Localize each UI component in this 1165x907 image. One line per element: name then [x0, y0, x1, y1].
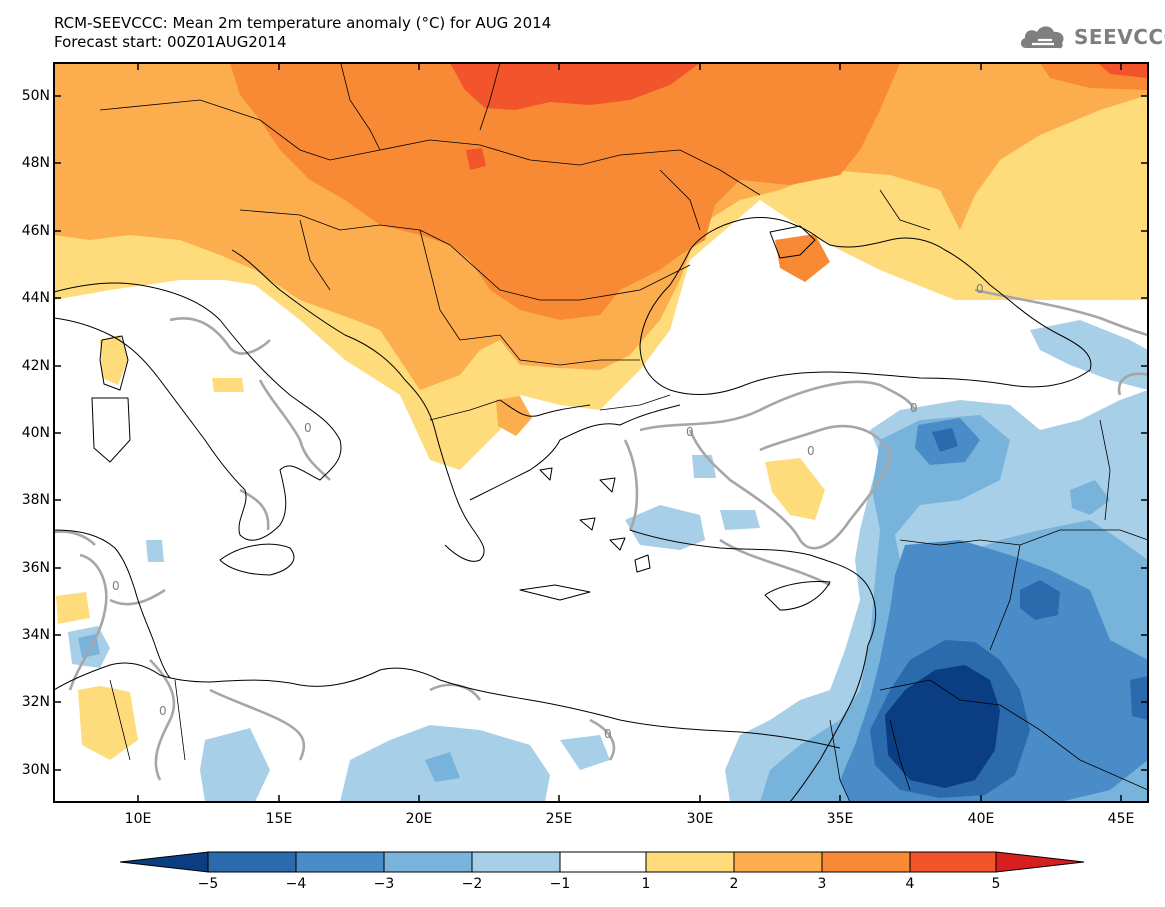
lat-label: 30N [21, 762, 50, 778]
warm-anomaly-4-5-hungary [466, 148, 486, 170]
lat-label: 42N [21, 358, 50, 374]
colorbar [119, 851, 1085, 873]
cold-anomaly-2-3-libya [425, 752, 460, 782]
cold-anomaly-below-5 [885, 665, 1000, 788]
zero-contour-label: 0 [807, 444, 815, 458]
cold-anomaly-1-2-aegean2 [720, 510, 760, 530]
colorbar-swatch [559, 851, 647, 873]
lon-label: 30E [686, 811, 714, 827]
colorbar-label: −1 [549, 876, 571, 892]
lat-label: 32N [21, 694, 50, 710]
colorbar-swatch [909, 851, 997, 873]
zero-contour-label: 0 [159, 704, 167, 718]
colorbar-swatch [383, 851, 473, 873]
warm-anomaly-2-3-greece [496, 396, 532, 436]
zero-contours [54, 288, 1148, 781]
axis-ticks [54, 63, 1148, 802]
zero-contour-label: 0 [112, 579, 120, 593]
cold-anomaly-1-2-aegean [625, 505, 705, 550]
lon-label: 25E [545, 811, 573, 827]
cold-anomaly-4-5-e [1130, 676, 1148, 720]
lon-label: 35E [826, 811, 854, 827]
lat-label: 50N [21, 88, 50, 104]
colorbar-label: 3 [817, 876, 827, 892]
zero-contour-label: 0 [686, 425, 694, 439]
colorbar-label: 1 [641, 876, 651, 892]
zero-contour-label: 0 [304, 421, 312, 435]
colorbar-label: 5 [991, 876, 1001, 892]
lat-label: 48N [21, 155, 50, 171]
cold-anomaly-4-5-n [932, 428, 958, 452]
cold-anomaly-1-2-libya [200, 728, 270, 802]
warm-anomaly-1-2-anatolia [765, 458, 825, 520]
warm-anomaly-4-5 [450, 63, 700, 110]
lon-label: 10E [124, 811, 152, 827]
warm-anomaly-1-2-algeria [78, 686, 138, 760]
warm-anomaly-3-4 [230, 63, 900, 320]
colorbar-label: −2 [461, 876, 483, 892]
colorbar-swatch [645, 851, 735, 873]
colorbar-swatch [471, 851, 561, 873]
colorbar-swatch [733, 851, 823, 873]
lat-label: 38N [21, 492, 50, 508]
warm-anomaly-4-5-ne [1098, 63, 1148, 78]
lon-label: 40E [967, 811, 995, 827]
colorbar-swatch [995, 851, 1085, 873]
colorbar-label: 4 [905, 876, 915, 892]
cold-anomaly-1-2-e [1030, 320, 1148, 390]
warm-anomaly-1-2 [955, 232, 1118, 300]
colorbar-label: −5 [197, 876, 219, 892]
lat-label: 34N [21, 627, 50, 643]
cold-anomaly-2-3-ne [1070, 480, 1110, 515]
cold-anomaly-4-5-syria [1020, 580, 1060, 620]
colorbar-swatch [207, 851, 297, 873]
zero-contour-label: 0 [976, 282, 984, 296]
cold-anomaly-1-2-turkey [692, 455, 716, 478]
title-line-1: RCM-SEEVCCC: Mean 2m temperature anomaly… [54, 14, 552, 32]
cloud-icon [1020, 26, 1064, 49]
colorbar-label: 2 [729, 876, 739, 892]
zero-contour-label: 0 [910, 401, 918, 415]
lat-label: 40N [21, 425, 50, 441]
colorbar-swatch [821, 851, 911, 873]
colorbar-label: −3 [373, 876, 395, 892]
warm-anomaly-1-2-corsica [100, 335, 128, 385]
lon-label: 15E [265, 811, 293, 827]
lon-label: 20E [405, 811, 433, 827]
logo-text: SEEVCCC [1074, 25, 1165, 49]
anomaly-fields: 0 0 0 0 0 0 0 0 [54, 63, 1148, 802]
colorbar-label: −4 [285, 876, 307, 892]
lat-label: 46N [21, 223, 50, 239]
warm-anomaly-1-2-tunisia [56, 592, 90, 624]
warm-anomaly-3-4-crimea [775, 234, 830, 282]
zero-contour-label: 0 [604, 727, 612, 741]
country-borders [99, 63, 1148, 802]
seevccc-logo: SEEVCCC [1018, 22, 1165, 52]
cold-anomaly-1-2-egypt [560, 735, 610, 770]
zero-contour-labels: 0 0 0 0 0 0 0 0 [112, 282, 984, 741]
warm-anomaly-1-2-italy [212, 378, 244, 392]
colorbar-swatch [119, 851, 209, 873]
title-line-2: Forecast start: 00Z01AUG2014 [54, 33, 287, 51]
lon-label: 45E [1107, 811, 1135, 827]
colorbar-swatch [295, 851, 385, 873]
cold-anomaly-1-2-tunis2 [146, 540, 164, 562]
lat-label: 44N [21, 290, 50, 306]
chart-title: RCM-SEEVCCC: Mean 2m temperature anomaly… [54, 14, 551, 52]
lat-label: 36N [21, 560, 50, 576]
coastlines [54, 217, 1092, 802]
